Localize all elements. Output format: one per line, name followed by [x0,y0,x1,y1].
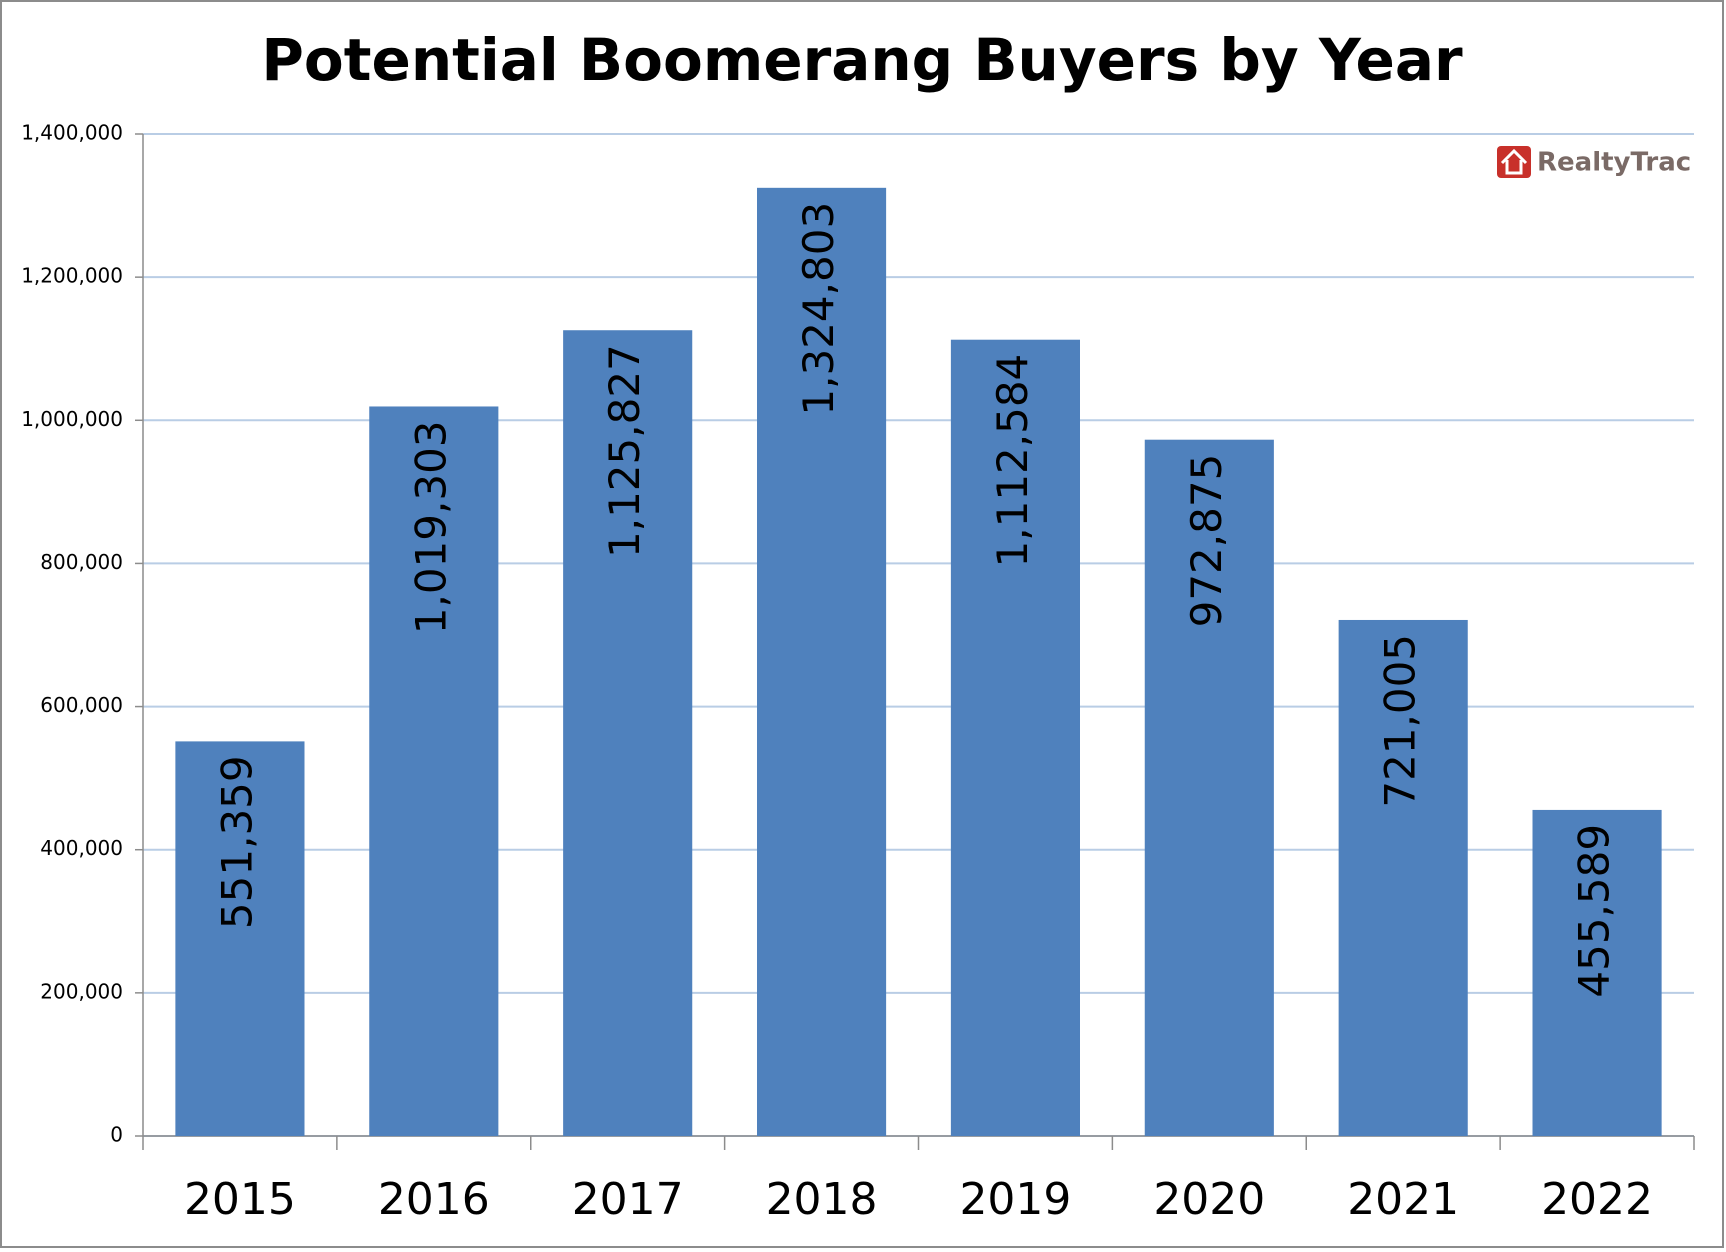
bar [175,741,305,1136]
y-tick-label: 200,000 [40,979,123,1003]
chart-title: Potential Boomerang Buyers by Year [261,26,1463,94]
y-tick-label: 400,000 [40,836,123,860]
data-label: 1,125,827 [600,344,649,558]
x-tick-label: 2021 [1347,1174,1459,1225]
bar [369,406,499,1136]
x-tick-label: 2018 [766,1174,878,1225]
logo: RealtyTrac [1497,146,1691,178]
bar [563,330,693,1137]
data-label: 455,589 [1570,824,1619,998]
bar [1338,619,1468,1136]
data-label: 721,005 [1376,634,1425,808]
x-tick-label: 2015 [184,1174,296,1225]
x-tick-label: 2016 [378,1174,490,1225]
bar [1532,809,1662,1136]
data-label: 1,019,303 [406,420,455,634]
data-label: 972,875 [1182,454,1231,628]
y-tick-label: 0 [110,1123,123,1147]
x-tick-label: 2017 [572,1174,684,1225]
data-label: 551,359 [212,755,261,929]
x-tick-label: 2019 [959,1174,1071,1225]
y-tick-label: 600,000 [40,693,123,717]
data-label: 1,324,803 [794,202,843,416]
data-label: 1,112,584 [988,354,1037,568]
x-tick-label: 2020 [1153,1174,1265,1225]
logo-house [1500,148,1528,175]
y-tick-label: 800,000 [40,550,123,574]
bar [757,187,887,1136]
bar [950,339,1080,1136]
y-tick-label: 1,000,000 [21,407,123,431]
logo-text: RealtyTrac [1537,148,1691,178]
y-tick-label: 1,400,000 [21,121,123,145]
y-tick-label: 1,200,000 [21,264,123,288]
bar [1144,439,1274,1136]
x-tick-label: 2022 [1541,1174,1653,1225]
